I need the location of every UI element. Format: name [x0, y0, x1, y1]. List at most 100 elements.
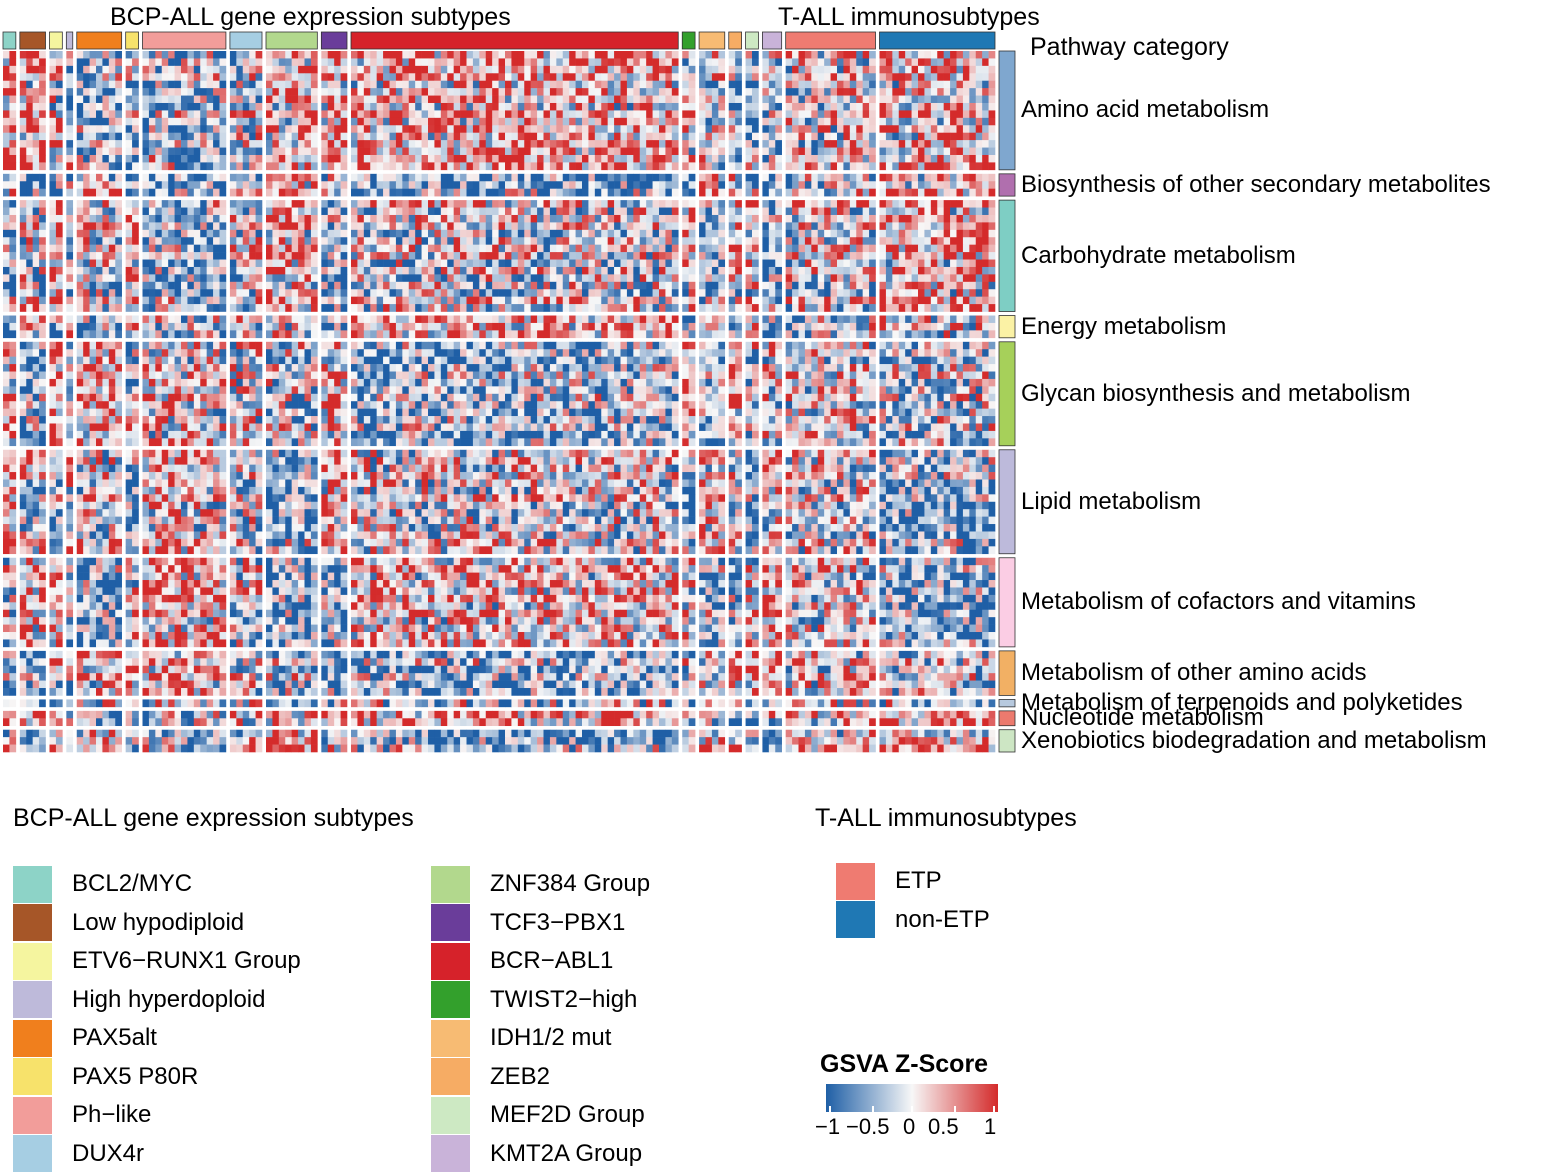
heatmap-cell: [588, 296, 596, 305]
heatmap-cell: [402, 281, 410, 290]
heatmap-cell: [785, 200, 793, 208]
heatmap-cell: [849, 117, 857, 126]
heatmap-cell: [310, 200, 318, 208]
heatmap-cell: [340, 102, 348, 111]
heatmap-cell: [76, 315, 84, 324]
heatmap-cell: [785, 173, 793, 182]
heatmap-cell: [652, 162, 660, 171]
heatmap-cell: [582, 110, 589, 119]
heatmap-cell: [885, 200, 893, 208]
heatmap-cell: [428, 154, 435, 163]
heatmap-cell: [357, 296, 365, 305]
heatmap-cell: [562, 304, 570, 312]
heatmap-cell: [843, 214, 851, 223]
heatmap-cell: [705, 296, 713, 305]
heatmap-cell: [142, 274, 150, 283]
heatmap-cell: [266, 207, 273, 216]
heatmap-cell: [272, 88, 280, 96]
heatmap-cell: [752, 281, 759, 290]
heatmap-cell: [582, 237, 589, 245]
heatmap-cell: [549, 296, 557, 305]
heatmap-cell: [447, 125, 454, 133]
heatmap-cell: [334, 80, 341, 89]
heatmap-cell: [285, 117, 292, 126]
heatmap-cell: [453, 147, 461, 156]
heatmap-cell: [402, 125, 410, 133]
heatmap-cell: [768, 181, 776, 189]
heatmap-cell: [950, 200, 957, 208]
heatmap-cell: [213, 132, 220, 141]
heatmap-cell: [304, 58, 312, 67]
heatmap-cell: [440, 154, 448, 163]
heatmap-cell: [408, 73, 416, 82]
heatmap-cell: [745, 132, 753, 141]
heatmap-cell: [885, 173, 893, 182]
heatmap-cell: [879, 244, 887, 253]
heatmap-cell: [956, 88, 964, 96]
heatmap-cell: [383, 51, 390, 59]
heatmap-cell: [327, 58, 335, 67]
heatmap-cell: [200, 304, 207, 312]
heatmap-cell: [351, 73, 358, 82]
heatmap-cell: [962, 252, 970, 260]
heatmap-cell: [879, 132, 887, 141]
heatmap-cell: [892, 281, 900, 290]
heatmap-cell: [639, 162, 647, 171]
heatmap-cell: [492, 102, 499, 111]
heatmap-cell: [969, 274, 977, 283]
heatmap-cell: [798, 229, 806, 238]
heatmap-cell: [792, 200, 799, 208]
heatmap-cell: [688, 80, 696, 89]
heatmap-cell: [511, 140, 519, 148]
heatmap-cell: [562, 132, 570, 141]
heatmap-cell: [705, 181, 713, 189]
heatmap-cell: [937, 259, 944, 268]
heatmap-cell: [32, 117, 40, 126]
heatmap-cell: [242, 73, 250, 82]
heatmap-cell: [181, 140, 188, 148]
heatmap-cell: [885, 229, 893, 238]
heatmap-cell: [440, 140, 448, 148]
heatmap-cell: [517, 259, 525, 268]
heatmap-cell: [937, 200, 944, 208]
heatmap-cell: [498, 181, 506, 189]
heatmap-cell: [395, 214, 403, 223]
heatmap-cell: [688, 65, 696, 74]
heatmap-cell: [879, 80, 887, 89]
heatmap-cell: [659, 88, 666, 96]
heatmap-cell: [357, 102, 365, 111]
heatmap-cell: [49, 110, 57, 119]
heatmap-cell: [517, 229, 525, 238]
heatmap-cell: [39, 207, 46, 216]
heatmap-cell: [402, 95, 410, 104]
heatmap-cell: [956, 181, 964, 189]
heatmap-cell: [594, 65, 602, 74]
heatmap-cell: [26, 214, 33, 223]
heatmap-cell: [950, 88, 957, 96]
heatmap-cell: [735, 200, 742, 208]
heatmap-cell: [249, 154, 256, 163]
heatmap-cell: [982, 266, 989, 275]
heatmap-cell: [174, 188, 182, 197]
heatmap-cell: [370, 304, 377, 312]
heatmap-cell: [614, 252, 621, 260]
heatmap-cell: [639, 147, 647, 156]
heatmap-cell: [762, 259, 770, 268]
heatmap-cell: [728, 214, 736, 223]
heatmap-cell: [334, 274, 341, 283]
heatmap-cell: [83, 117, 90, 126]
heatmap-cell: [924, 88, 932, 96]
heatmap-cell: [389, 162, 397, 171]
heatmap-cell: [849, 200, 857, 208]
heatmap-cell: [843, 95, 851, 104]
heatmap-cell: [453, 207, 461, 216]
heatmap-cell: [155, 95, 163, 104]
heatmap-cell: [193, 315, 201, 324]
heatmap-cell: [792, 132, 799, 141]
heatmap-cell: [266, 200, 273, 208]
heatmap-cell: [543, 266, 551, 275]
heatmap-cell: [556, 162, 564, 171]
heatmap-cell: [549, 147, 557, 156]
heatmap-cell: [181, 207, 188, 216]
heatmap-cell: [351, 259, 358, 268]
